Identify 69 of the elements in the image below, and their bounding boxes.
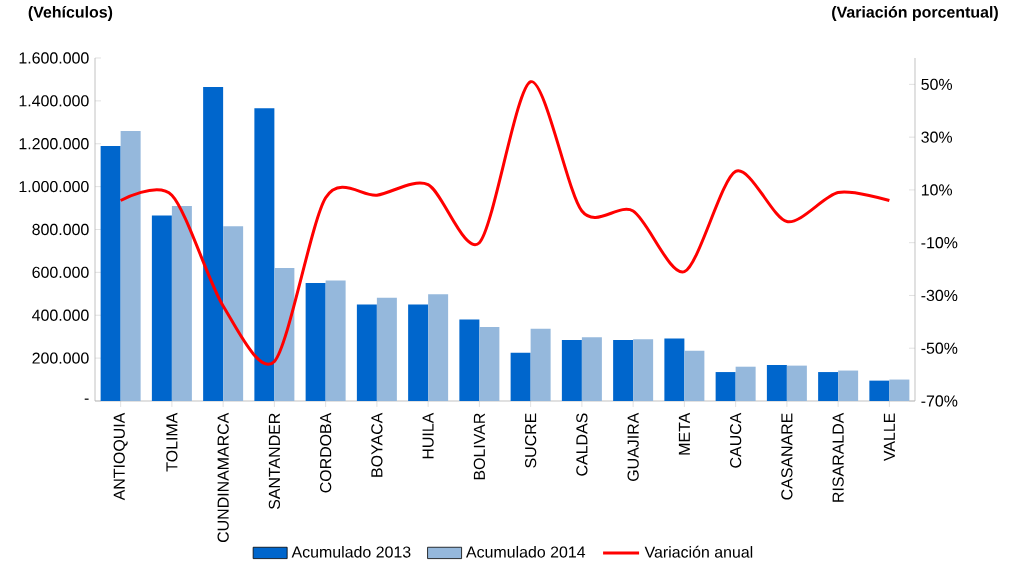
x-tick-label: RISARALDA (832, 412, 844, 502)
bar (459, 319, 480, 402)
bar (151, 215, 172, 402)
y-tick-label: 1.200.000 (19, 138, 89, 150)
y-tick-label: 1.600.000 (19, 52, 89, 64)
bar (356, 304, 377, 402)
x-tick-label: SUCRE (524, 413, 537, 468)
bar (100, 145, 121, 402)
x-tick-label: CUNDINAMARCA (217, 412, 229, 543)
bar (581, 337, 602, 402)
bar (376, 297, 397, 402)
y2-axis-title: (Variación porcentual) (832, 5, 998, 21)
bar (613, 339, 634, 402)
y-tick-label: 800.000 (32, 223, 89, 236)
bar (561, 339, 582, 402)
x-tick-label: BOLIVAR (473, 413, 486, 480)
bar (786, 365, 807, 402)
bar (203, 86, 224, 402)
y2-tick-label: -70% (921, 395, 958, 407)
bar (305, 283, 326, 402)
bar (408, 304, 429, 402)
bar (120, 130, 141, 402)
bar (510, 352, 531, 402)
bar (633, 339, 654, 402)
bar (274, 268, 295, 402)
x-tick-label: BOYACA (371, 412, 383, 477)
bar (838, 370, 859, 402)
y-tick-label: 600.000 (32, 266, 89, 279)
x-tick-label: CAUCA (729, 412, 742, 468)
bar (223, 226, 244, 402)
bar (254, 108, 275, 402)
y-tick-label: 1.400.000 (19, 95, 89, 107)
x-tick-label: HUILA (422, 412, 434, 459)
x-tick-label: SANTANDER (268, 413, 281, 510)
bar (818, 372, 839, 402)
y2-tick-label: 10% (921, 184, 953, 196)
y-axis-title: (Vehículos) (28, 5, 113, 21)
y2-tick-label: -30% (921, 289, 958, 302)
bar (171, 205, 192, 402)
legend-label: Variación anual (644, 545, 753, 558)
y-tick-label: 400.000 (32, 309, 89, 321)
y2-tick-label: 50% (921, 78, 953, 91)
bar (684, 350, 705, 402)
y2-tick-label: 30% (921, 131, 953, 143)
bar (766, 364, 787, 402)
x-tick-label: ANTIOQUIA (113, 412, 128, 501)
bar (664, 338, 685, 402)
x-tick-label: CALDAS (576, 413, 588, 476)
y-tick-label: 200.000 (32, 352, 89, 364)
x-tick-label: VALLE (883, 413, 895, 462)
y2-tick-label: -50% (921, 342, 958, 354)
bar (889, 379, 910, 402)
legend-label: Acumulado 2013 (291, 545, 411, 558)
y2-tick-label: -10% (921, 237, 958, 249)
bar (715, 372, 736, 402)
bar (869, 380, 890, 402)
bar (530, 328, 551, 402)
x-tick-label: META (678, 412, 690, 455)
bar (428, 294, 449, 402)
bar (479, 327, 500, 402)
x-tick-label: CORDOBA (319, 412, 332, 493)
x-tick-label: TOLIMA (166, 412, 178, 472)
y-tick-label: 1.000.000 (19, 181, 89, 193)
bar (325, 280, 346, 402)
bar (735, 366, 756, 402)
legend-label: Acumulado 2014 (466, 545, 586, 558)
x-tick-label: CASANARE (781, 413, 793, 500)
x-tick-label: GUAJIRA (627, 412, 639, 481)
y-tick-label: - (84, 398, 89, 400)
